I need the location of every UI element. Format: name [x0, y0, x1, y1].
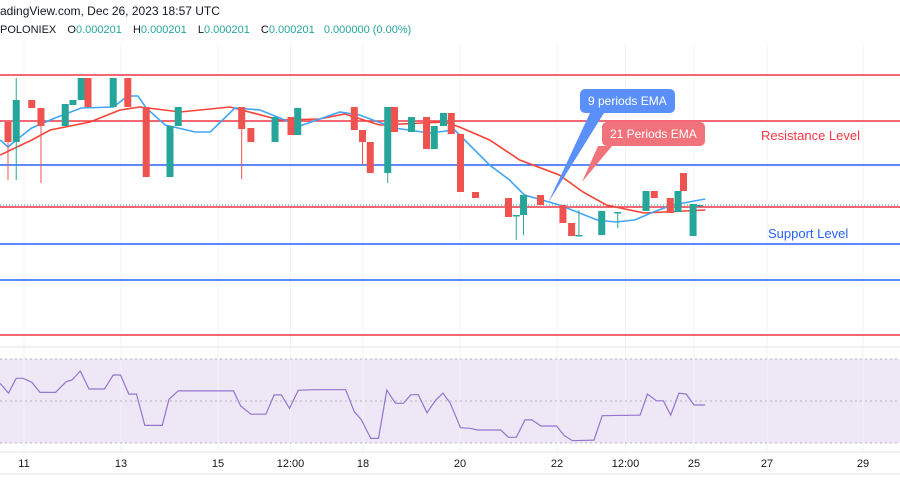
time-tick-label: 29: [857, 458, 869, 470]
candle-body: [12, 100, 20, 142]
candle-body: [174, 107, 182, 126]
candle-body: [520, 195, 528, 215]
candle-body: [430, 126, 438, 149]
ohlc-legend: POLONIEX O0.000201 H0.000201 L0.000201 C…: [0, 24, 417, 36]
support-level-label: Support Level: [768, 226, 849, 241]
candle-body: [37, 108, 45, 126]
candle-body: [505, 198, 512, 217]
candle-body: [69, 100, 77, 105]
time-tick-label: 15: [212, 458, 224, 470]
candle-body: [447, 113, 455, 134]
resistance-level-label: Resistance Level: [761, 128, 860, 143]
ema9-callout: 9 periods EMA: [580, 89, 675, 113]
candle-body: [124, 78, 132, 107]
close-value: 0.000201: [268, 24, 315, 36]
time-tick-label: 20: [454, 458, 466, 470]
candle-body: [674, 191, 682, 212]
candle-body: [366, 142, 374, 173]
candle-body: [423, 117, 431, 149]
high-key: H: [132, 24, 141, 36]
time-tick-label: 27: [761, 458, 773, 470]
candle-body: [472, 192, 480, 198]
candle-body: [109, 78, 117, 107]
candle-body: [247, 128, 255, 142]
rsi-line: [0, 369, 705, 442]
candle-body: [650, 191, 658, 198]
candle-body: [408, 117, 415, 132]
open-key: O: [67, 24, 76, 36]
ema9-line: [0, 95, 706, 223]
candle-body: [666, 198, 674, 213]
chart-source-timestamp: adingView.com, Dec 26, 2023 18:57 UTC: [0, 4, 220, 18]
candle-body: [84, 78, 92, 107]
ema21-callout-pointer: [582, 146, 612, 182]
time-tick-label: 12:00: [612, 458, 640, 470]
candle-body: [294, 108, 302, 135]
time-tick-label: 25: [688, 458, 700, 470]
candle-body: [568, 223, 576, 236]
candle-body: [359, 130, 367, 142]
ema9-callout-pointer: [548, 113, 604, 203]
low-value: 0.000201: [203, 24, 250, 36]
open-value: 0.000201: [75, 24, 122, 36]
candle-body: [384, 107, 392, 173]
candle-body: [598, 211, 606, 235]
candle-body: [391, 107, 399, 132]
candle-body: [456, 134, 464, 192]
time-tick-label: 11: [18, 458, 29, 470]
candle-body: [559, 205, 567, 223]
candle-body: [614, 212, 622, 214]
candle-body: [695, 205, 703, 207]
ema21-line: [0, 106, 706, 214]
time-tick-label: 22: [551, 458, 563, 470]
candle-body: [142, 107, 150, 177]
high-value: 0.000201: [140, 24, 187, 36]
candle-body: [271, 117, 279, 142]
ema21-callout: 21 Periods EMA: [602, 122, 705, 146]
candle-body: [28, 100, 36, 108]
candle-body: [689, 204, 697, 236]
candle-body: [166, 126, 174, 177]
candle-body: [4, 122, 12, 142]
candle-body: [61, 104, 69, 126]
time-tick-label: 12:00: [277, 458, 305, 470]
time-tick-label: 13: [115, 458, 127, 470]
candle-body: [238, 107, 246, 129]
exchange-name: POLONIEX: [0, 24, 57, 36]
candle-body: [642, 191, 650, 211]
low-key: L: [197, 24, 204, 36]
candle-body: [77, 78, 85, 100]
candle-body: [350, 107, 358, 130]
candle-body: [679, 173, 687, 191]
candle-body: [287, 117, 295, 135]
candle-body: [512, 215, 520, 217]
time-tick-label: 18: [357, 458, 369, 470]
candle-body: [440, 113, 448, 126]
change-value: 0.000000 (0.00%): [323, 24, 412, 36]
close-key: C: [260, 24, 269, 36]
candle-body: [537, 195, 545, 205]
candle-body: [575, 235, 583, 237]
